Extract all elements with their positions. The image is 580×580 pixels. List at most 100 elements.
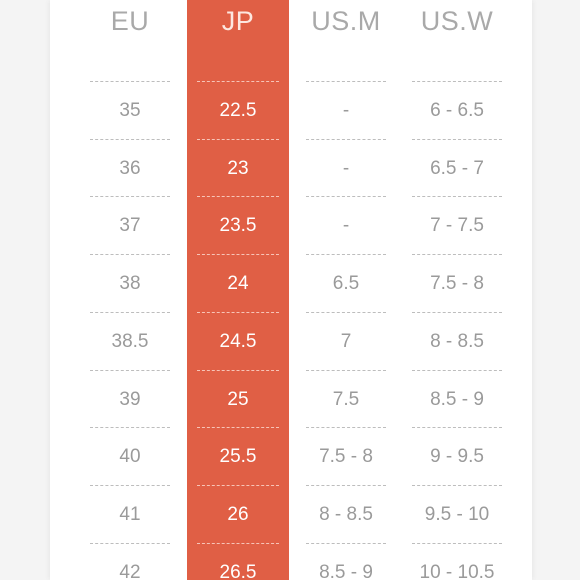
row-divider bbox=[412, 311, 502, 313]
size-cell-usm: - bbox=[342, 157, 350, 179]
row-divider bbox=[306, 196, 386, 198]
table-row: 6.5 bbox=[296, 254, 396, 312]
table-row: 25.5 bbox=[187, 427, 289, 485]
row-divider bbox=[306, 254, 386, 256]
table-row: 24.5 bbox=[187, 311, 289, 370]
row-divider bbox=[412, 138, 502, 140]
row-divider bbox=[412, 196, 502, 198]
table-row: 38 bbox=[80, 254, 180, 312]
column-eu: EU 35 36 37 38 38.5 39 40 41 42 bbox=[80, 0, 180, 580]
size-chart-card: EU 35 36 37 38 38.5 39 40 41 42 JP 22.5 23 23.5 24 2… bbox=[50, 0, 532, 580]
table-row: 8.5 - 9 bbox=[296, 542, 396, 580]
table-row: 36 bbox=[80, 138, 180, 197]
size-cell-usm: - bbox=[342, 100, 350, 121]
table-row: 24 bbox=[187, 254, 289, 312]
table-row: 25 bbox=[187, 369, 289, 428]
size-cell-jp: 25.5 bbox=[219, 446, 257, 468]
row-divider bbox=[412, 81, 502, 82]
table-row: 9 - 9.5 bbox=[402, 427, 512, 485]
row-divider bbox=[306, 369, 386, 371]
table-row: 42 bbox=[80, 542, 180, 580]
row-divider bbox=[412, 254, 502, 256]
row-divider bbox=[197, 542, 279, 544]
size-cell-jp: 26 bbox=[227, 503, 249, 525]
size-cell-usw: 8.5 - 9 bbox=[430, 388, 484, 410]
row-divider bbox=[197, 311, 279, 313]
table-row: 41 bbox=[80, 484, 180, 543]
row-divider bbox=[306, 427, 386, 429]
size-cell-jp: 24 bbox=[227, 273, 249, 295]
size-cell-usm: 7.5 bbox=[332, 388, 360, 410]
column-jp: JP 22.5 23 23.5 24 24.5 25 25.5 26 26.5 bbox=[187, 0, 289, 580]
table-row: 40 bbox=[80, 427, 180, 485]
table-row: 8 - 8.5 bbox=[402, 311, 512, 370]
size-cell-usw: 6.5 - 7 bbox=[430, 157, 484, 179]
header-us-women: US.W bbox=[420, 6, 494, 36]
table-row: 7.5 - 8 bbox=[402, 254, 512, 312]
size-cell-usm: 8.5 - 9 bbox=[319, 561, 373, 580]
size-cell-usw: 9.5 - 10 bbox=[424, 503, 490, 525]
size-cell-eu: 40 bbox=[119, 446, 141, 468]
table-row: 7 bbox=[296, 311, 396, 370]
table-row: 38.5 bbox=[80, 311, 180, 370]
size-cell-jp: 23.5 bbox=[219, 215, 257, 237]
row-divider bbox=[197, 81, 279, 82]
table-row: 9.5 - 10 bbox=[402, 484, 512, 543]
row-divider bbox=[90, 254, 170, 256]
row-divider bbox=[197, 196, 279, 198]
row-divider bbox=[197, 254, 279, 256]
size-cell-usw: 8 - 8.5 bbox=[430, 330, 484, 352]
row-divider bbox=[306, 311, 386, 313]
size-cell-usw: 7.5 - 8 bbox=[430, 273, 484, 295]
size-cell-usw: 10 - 10.5 bbox=[419, 561, 495, 580]
table-row: 26.5 bbox=[187, 542, 289, 580]
size-cell-usm: 7.5 - 8 bbox=[319, 446, 373, 468]
row-divider bbox=[90, 369, 170, 371]
row-divider bbox=[90, 81, 170, 82]
table-row: - bbox=[296, 196, 396, 254]
table-row: 26 bbox=[187, 484, 289, 543]
row-divider bbox=[306, 484, 386, 486]
column-us-women: US.W 6 - 6.5 6.5 - 7 7 - 7.5 7.5 - 8 8 - 8.5… bbox=[402, 0, 512, 580]
size-cell-eu: 41 bbox=[119, 503, 141, 525]
header-eu: EU bbox=[110, 6, 150, 36]
table-row: 37 bbox=[80, 196, 180, 254]
size-cell-jp: 25 bbox=[227, 388, 249, 410]
row-divider bbox=[412, 427, 502, 429]
row-divider bbox=[90, 427, 170, 429]
row-divider bbox=[197, 484, 279, 486]
size-cell-eu: 35 bbox=[119, 100, 141, 121]
table-row: 35 bbox=[80, 81, 180, 139]
table-row: - bbox=[296, 138, 396, 197]
row-divider bbox=[412, 369, 502, 371]
row-divider bbox=[306, 542, 386, 544]
size-cell-jp: 26.5 bbox=[219, 561, 257, 580]
size-cell-usm: - bbox=[342, 215, 350, 237]
table-row: 6 - 6.5 bbox=[402, 81, 512, 139]
table-row: 6.5 - 7 bbox=[402, 138, 512, 197]
row-divider bbox=[90, 311, 170, 313]
row-divider bbox=[90, 484, 170, 486]
table-row: 7.5 - 8 bbox=[296, 427, 396, 485]
row-divider bbox=[412, 484, 502, 486]
column-us-men: US.M - - - 6.5 7 7.5 7.5 - 8 8 - 8.5 8.5 - 9 bbox=[296, 0, 396, 580]
table-row: 8 - 8.5 bbox=[296, 484, 396, 543]
header-jp: JP bbox=[221, 6, 255, 36]
table-row: 7.5 bbox=[296, 369, 396, 428]
row-divider bbox=[412, 542, 502, 544]
size-cell-usm: 8 - 8.5 bbox=[319, 503, 373, 525]
table-row: - bbox=[296, 81, 396, 139]
row-divider bbox=[306, 81, 386, 82]
row-divider bbox=[90, 138, 170, 140]
size-cell-eu: 42 bbox=[119, 561, 141, 580]
row-divider bbox=[197, 369, 279, 371]
table-row: 23.5 bbox=[187, 196, 289, 254]
size-cell-jp: 24.5 bbox=[219, 330, 257, 352]
size-cell-jp: 23 bbox=[227, 157, 249, 179]
size-cell-eu: 39 bbox=[119, 388, 141, 410]
size-cell-usw: 6 - 6.5 bbox=[430, 100, 484, 121]
size-cell-usw: 9 - 9.5 bbox=[430, 446, 484, 468]
size-cell-eu: 38 bbox=[119, 273, 141, 295]
size-cell-jp: 22.5 bbox=[219, 100, 257, 121]
table-row: 7 - 7.5 bbox=[402, 196, 512, 254]
